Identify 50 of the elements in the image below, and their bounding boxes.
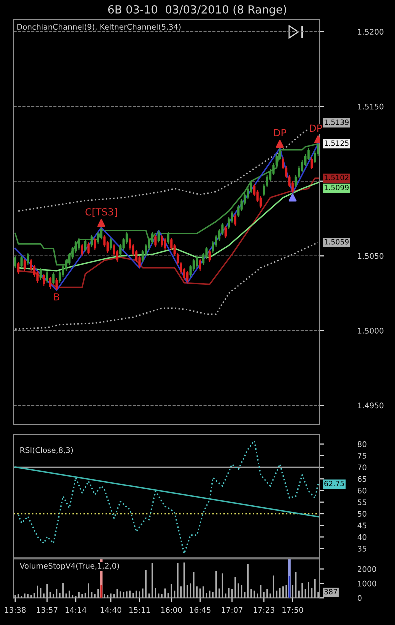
- candlestick: [183, 268, 186, 281]
- candlestick: [160, 234, 164, 248]
- chart-title: 6B 03-10 03/03/2010 (8 Range): [108, 5, 286, 16]
- candlestick: [84, 239, 87, 252]
- candlestick: [58, 270, 62, 284]
- candlestick: [202, 252, 205, 266]
- candlestick: [212, 240, 214, 254]
- candlestick: [46, 270, 48, 284]
- candlestick: [196, 256, 198, 269]
- candlestick: [167, 232, 170, 245]
- candlestick: [43, 274, 46, 286]
- candlestick: [14, 256, 17, 269]
- candlestick: [164, 238, 166, 251]
- data-label: C[TS3]: [86, 208, 118, 217]
- line-series: [18, 182, 320, 272]
- data-label: DP: [310, 124, 322, 132]
- candlestick: [40, 268, 42, 281]
- candlestick: [250, 180, 253, 194]
- candlestick: [81, 244, 84, 257]
- candlestick: [52, 272, 55, 286]
- point: [276, 140, 284, 148]
- candlestick: [100, 227, 103, 240]
- line-series: [14, 242, 320, 330]
- point: [98, 219, 106, 228]
- candlestick: [208, 250, 212, 263]
- candlestick: [224, 226, 227, 239]
- candlestick: [154, 234, 157, 248]
- candlestick: [186, 270, 189, 284]
- candlestick: [94, 238, 96, 251]
- text: B: [54, 294, 60, 301]
- candlestick: [17, 262, 20, 275]
- candlestick: [97, 232, 100, 245]
- candlestick: [199, 258, 202, 272]
- candlestick: [253, 184, 256, 197]
- candlestick: [27, 252, 30, 266]
- line-series: [18, 178, 320, 288]
- candlestick: [20, 256, 23, 269]
- candlestick: [88, 242, 90, 256]
- candlestick: [310, 157, 314, 170]
- line-series: [18, 440, 320, 554]
- data-label: DP: [274, 129, 286, 136]
- candlestick: [90, 234, 94, 248]
- candlestick: [78, 238, 80, 251]
- candlestick: [24, 258, 26, 272]
- candlestick: [110, 238, 112, 251]
- candlestick: [106, 240, 110, 254]
- candlestick: [158, 230, 160, 244]
- point: [288, 194, 297, 202]
- candlestick: [56, 278, 58, 291]
- candlestick: [49, 276, 52, 290]
